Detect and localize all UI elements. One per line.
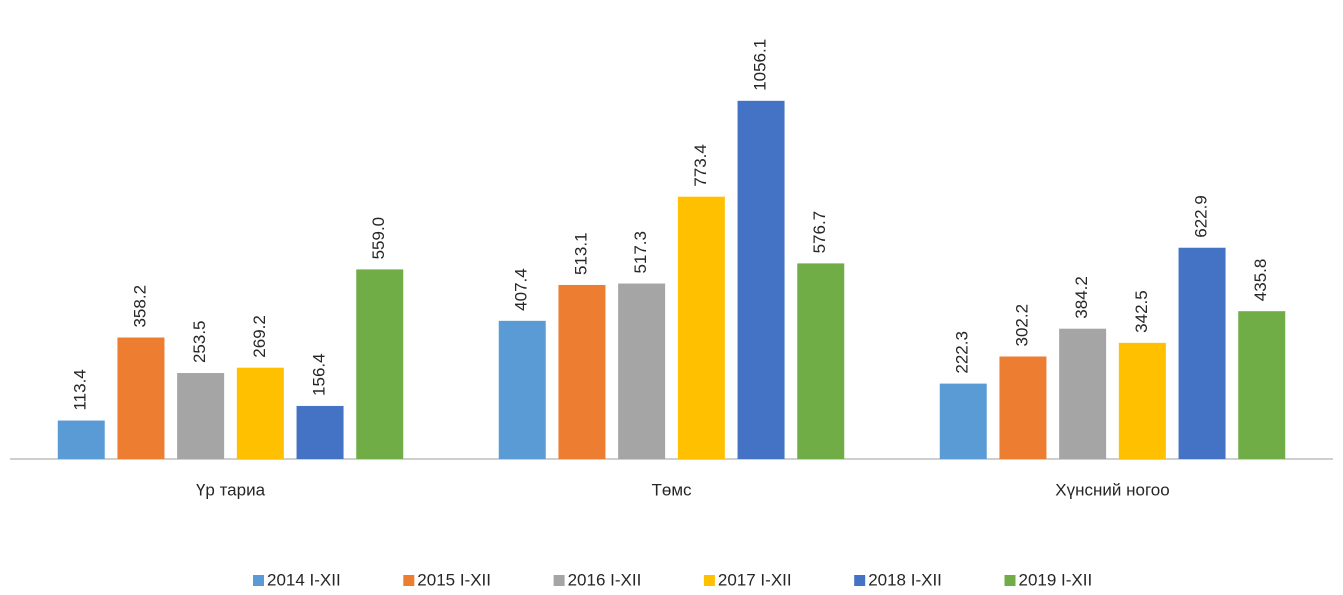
legend-swatch	[253, 575, 264, 586]
data-label: 773.4	[691, 144, 710, 187]
data-label: 407.4	[512, 268, 531, 311]
legend-label: 2014 I-XII	[267, 570, 341, 589]
x-tick-label: Төмс	[651, 480, 692, 499]
data-label: 517.3	[631, 231, 650, 274]
data-label: 358.2	[130, 285, 149, 328]
bar	[797, 263, 845, 459]
bar	[236, 367, 284, 459]
data-label: 253.5	[190, 320, 209, 363]
data-label: 622.9	[1192, 195, 1211, 238]
bar	[117, 337, 165, 459]
data-label: 384.2	[1072, 276, 1091, 319]
bar	[1238, 311, 1286, 459]
data-label: 435.8	[1251, 259, 1270, 302]
legend-swatch	[1004, 575, 1016, 586]
bar	[618, 283, 666, 459]
x-tick-label: Хүнсний ногоо	[1055, 480, 1169, 499]
legend-label: 2017 I-XII	[718, 570, 792, 589]
bar	[296, 405, 344, 459]
bar	[737, 100, 785, 459]
data-label: 302.2	[1012, 304, 1031, 347]
data-label: 559.0	[369, 217, 388, 260]
bar	[939, 383, 987, 459]
legend-label: 2015 I-XII	[417, 570, 491, 589]
bar	[1059, 328, 1107, 459]
legend-label: 2018 I-XII	[868, 570, 942, 589]
legend-swatch	[553, 575, 565, 586]
data-label: 222.3	[953, 331, 972, 374]
x-tick-label: Үр тариа	[196, 480, 266, 499]
data-label: 113.4	[71, 369, 90, 410]
bar	[498, 320, 546, 459]
bar	[177, 373, 225, 459]
bar	[57, 420, 105, 459]
data-label: 269.2	[250, 315, 269, 358]
bar	[356, 269, 404, 459]
data-label: 576.7	[810, 211, 829, 254]
bar	[1118, 342, 1166, 459]
legend-swatch	[703, 575, 715, 586]
data-label: 513.1	[571, 232, 590, 275]
legend-swatch	[403, 575, 415, 586]
bar	[677, 196, 725, 459]
bar	[558, 284, 606, 459]
bar	[1178, 247, 1226, 459]
data-label: 342.5	[1132, 290, 1151, 333]
legend-label: 2016 I-XII	[568, 570, 642, 589]
data-label: 156.4	[310, 353, 329, 396]
data-label: 1056.1	[751, 39, 770, 91]
legend-label: 2019 I-XII	[1019, 570, 1093, 589]
legend-swatch	[854, 575, 866, 586]
bar	[999, 356, 1047, 459]
